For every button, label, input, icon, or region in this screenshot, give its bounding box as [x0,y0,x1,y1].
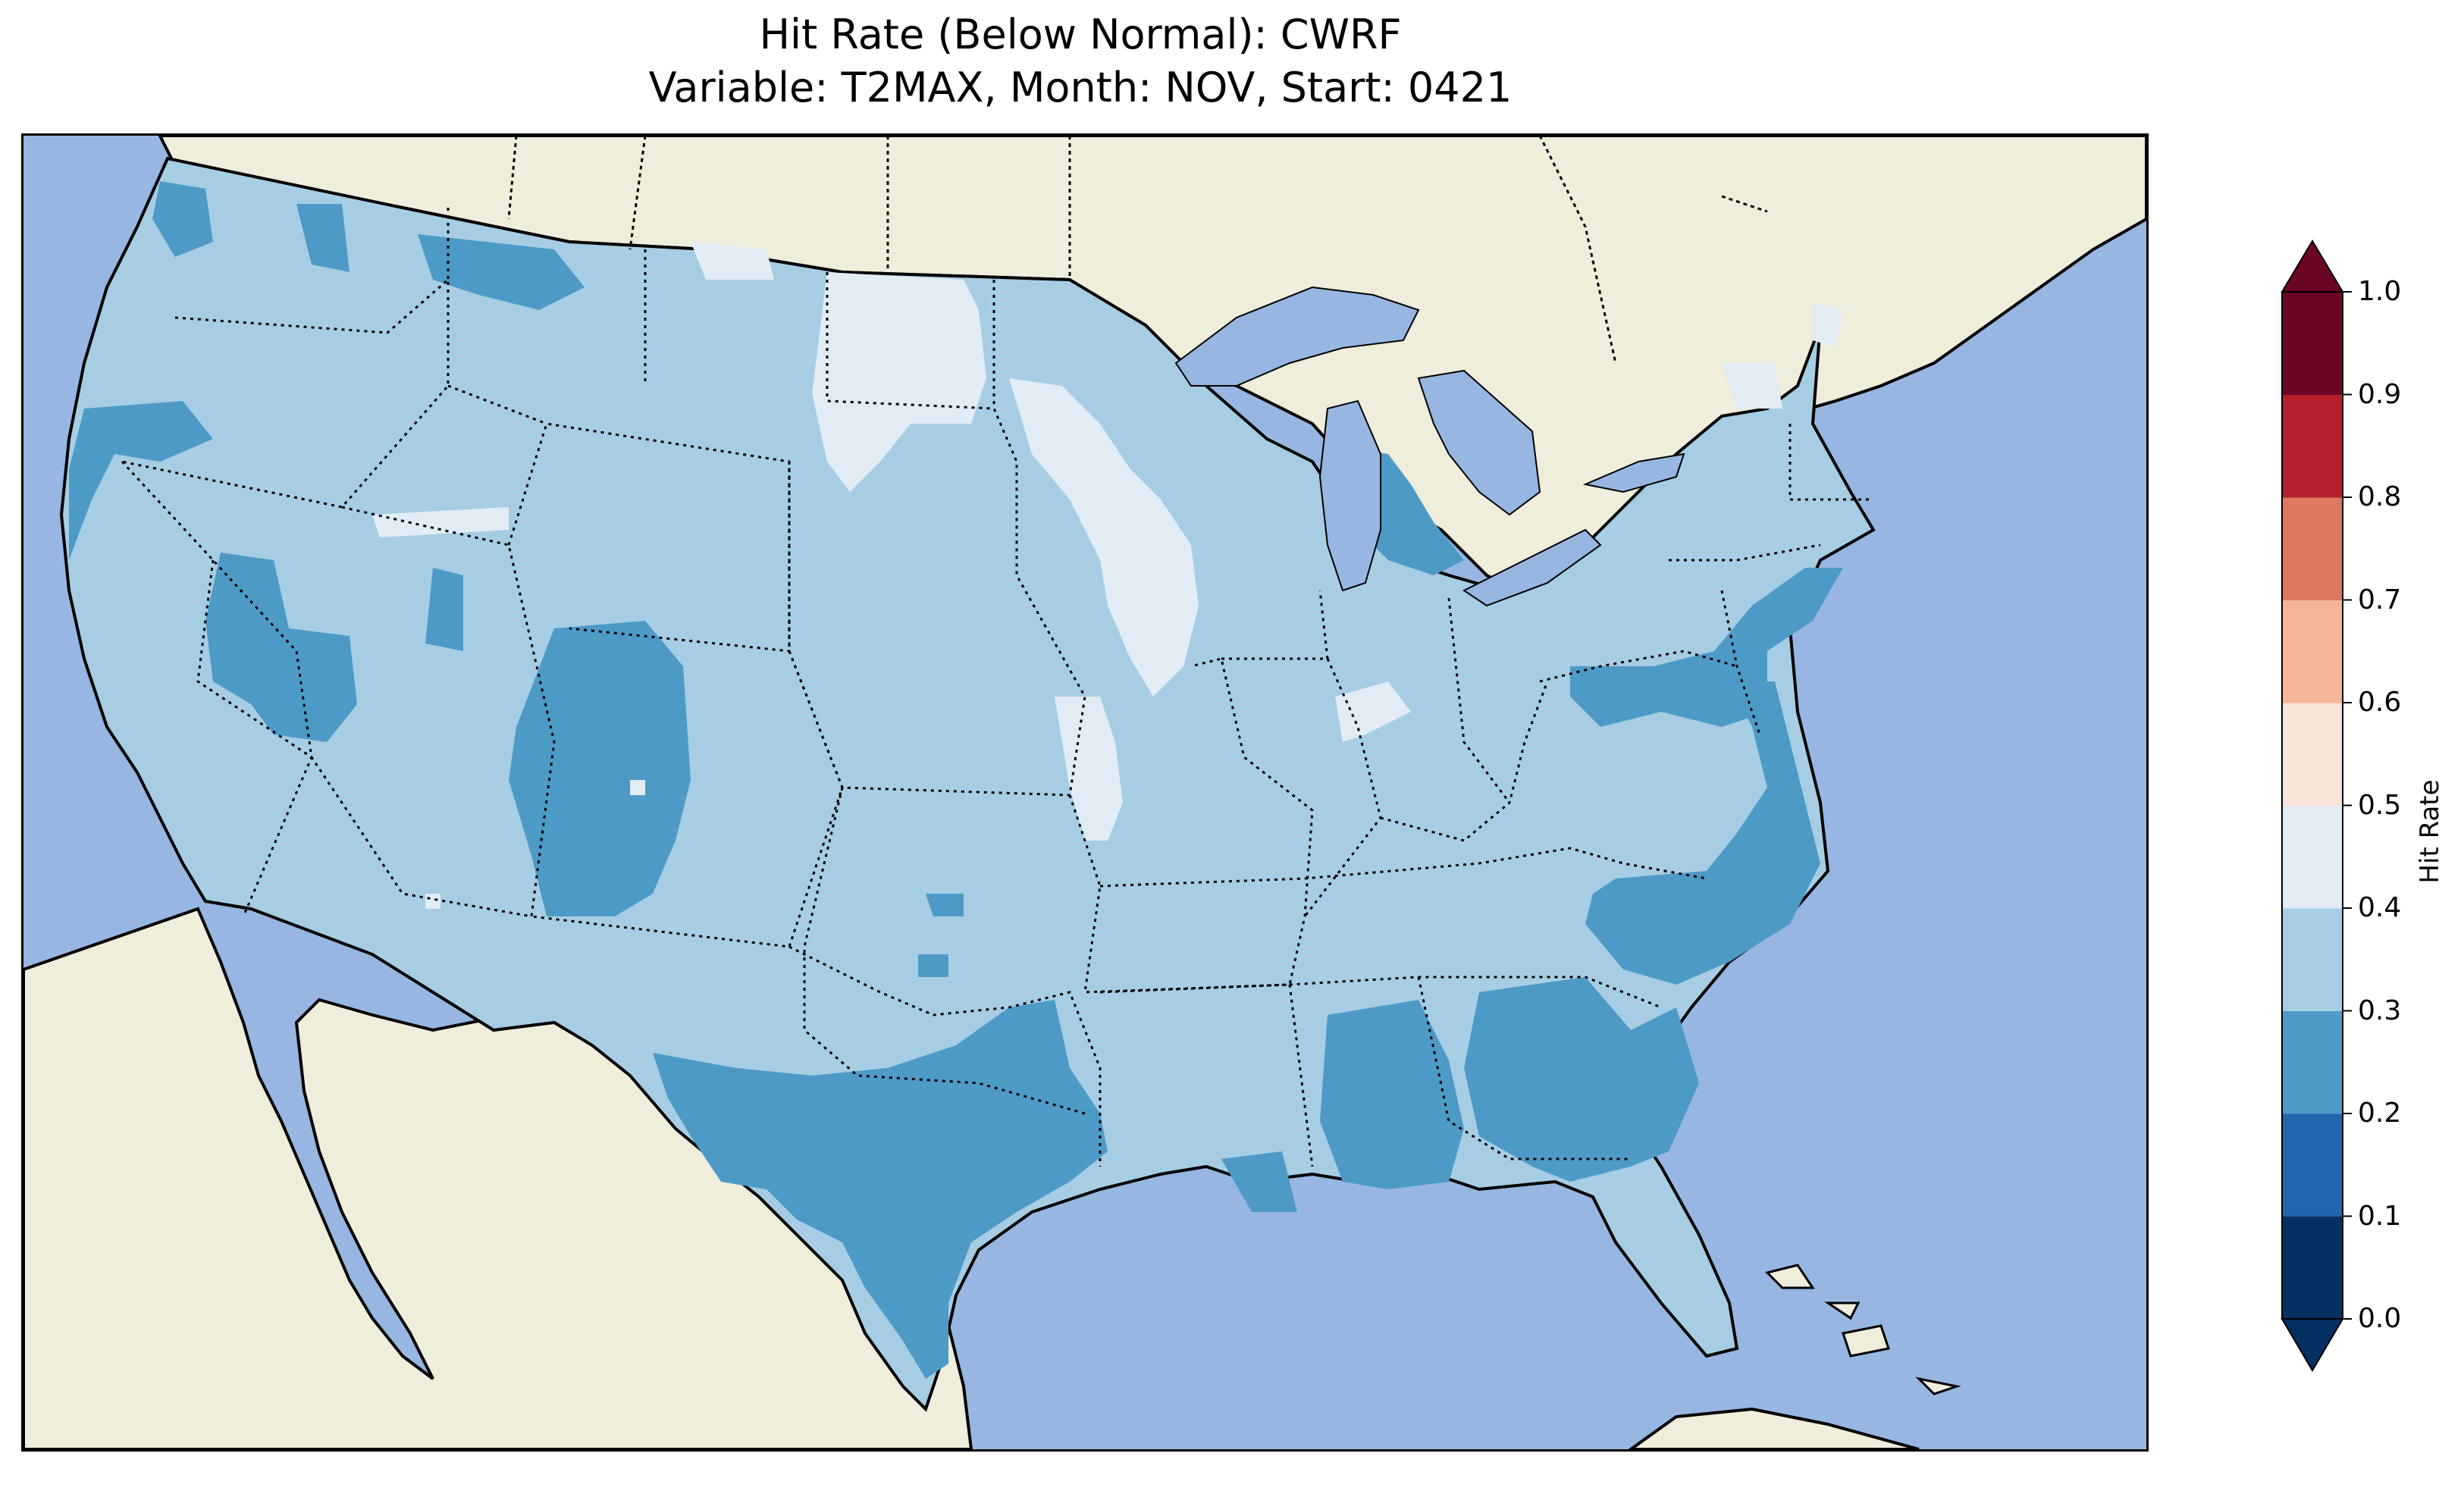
lake-superior [1174,286,1420,387]
colorbar-tick-label: 0.7 [2358,584,2402,615]
chart-title-line2: Variable: T2MAX, Month: NOV, Start: 0421 [648,64,1513,111]
colorbar-bin-0.1-0.2 [2282,1113,2343,1217]
colorbar-tick-label: 0.9 [2358,378,2402,410]
colorbar-frame [2281,291,2343,1320]
colorbar-tick-label: 0.6 [2358,687,2402,718]
colorbar-tick-label: 1.0 [2358,276,2402,307]
colorbar-bin-0.4-0.5 [2282,805,2343,909]
colorbar-bin-0.3-0.4 [2282,908,2343,1011]
colorbar-bin-0.9-1.0 [2282,292,2343,395]
colorbar-tick-label: 0.1 [2358,1200,2402,1232]
colorbar-tick-label: 0.4 [2358,892,2402,923]
lake-michigan [1318,399,1381,592]
map-panel [21,133,2149,1452]
colorbar-extend-min [2281,1318,2344,1372]
colorbar-extend-max [2281,240,2344,293]
state-borders [121,208,1873,1167]
cuba-land [1628,1407,1920,1449]
colorbar-bin-0.8-0.9 [2282,394,2343,498]
chart-title-line1: Hit Rate (Below Normal): CWRF [759,11,1402,58]
lake-ontario [1582,453,1685,493]
colorbar-bin-0.5-0.6 [2282,703,2343,806]
lake-huron [1417,369,1541,516]
colorbar-ticks [2343,291,2352,1320]
colorbar-bin-0.2-0.3 [2282,1010,2343,1114]
lake-erie [1462,528,1602,607]
islands [1765,1264,1961,1395]
colorbar-bins [2281,291,2343,1320]
hit-rate-0.2-0.3-regions [69,181,1843,1379]
colorbar-bin-0.6-0.7 [2282,600,2343,703]
colorbar-tick-label: 0.8 [2358,481,2402,512]
colorbar-title: Hit Rate [2415,779,2445,884]
colorbar-tick-label: 0.5 [2358,789,2402,821]
colorbar-bin-0.7-0.8 [2282,497,2343,600]
hit-rate-0.4-0.5-regions [372,242,1843,909]
great-lakes [1174,286,1685,607]
colorbar-tick-label: 0.3 [2358,994,2402,1026]
colorbar-bin-0.0-0.1 [2282,1216,2343,1320]
colorbar-tick-label: 0.2 [2358,1098,2402,1129]
country-borders [507,136,1768,364]
map-svg [24,136,2146,1449]
colorbar-tick-label: 0.0 [2358,1303,2402,1334]
